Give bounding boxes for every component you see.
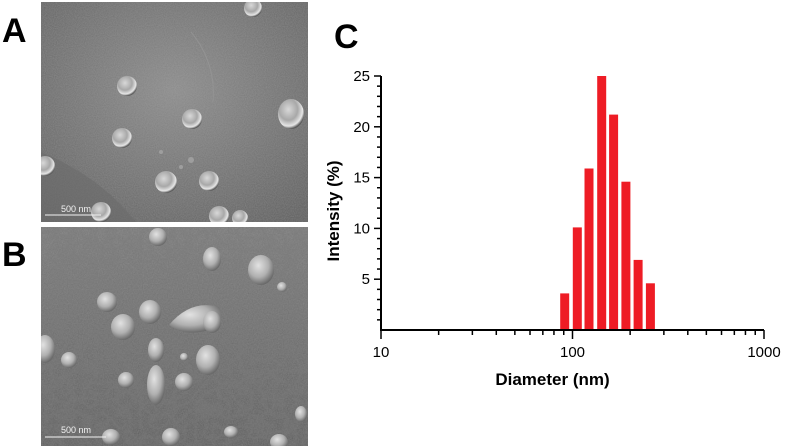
scale-bar-label-b: 500 nm (61, 425, 91, 435)
y-tick-label: 5 (362, 271, 370, 288)
x-tick-label: 1000 (747, 344, 780, 361)
x-axis-title: Diameter (nm) (495, 370, 609, 389)
sem-image-a: 500 nm (41, 2, 308, 222)
sem-particles-b (41, 228, 307, 446)
sem-image-b: 500 nm (41, 227, 308, 446)
bar (645, 283, 655, 330)
y-tick-label: 15 (353, 170, 370, 187)
axes-group (374, 75, 765, 339)
panel-label-c: C (334, 18, 359, 56)
y-tick-label: 25 (353, 68, 370, 85)
bar (572, 227, 582, 330)
bar (609, 114, 619, 330)
y-tick-label: 20 (353, 119, 370, 136)
bar (584, 168, 594, 330)
sem-image-a-graphic: 500 nm (41, 2, 308, 222)
x-tick-label: 100 (560, 344, 585, 361)
tick-labels-group: 5 10 15 20 25 10 100 1000 (353, 68, 780, 361)
y-tick-label: 10 (353, 220, 370, 237)
y-axis-title: Intensity (%) (326, 160, 343, 261)
bars-group (560, 76, 655, 330)
bar (621, 181, 631, 330)
x-tick-label: 10 (373, 344, 390, 361)
bar (560, 293, 570, 330)
sem-particles-a (41, 2, 304, 222)
panel-label-b: B (2, 236, 27, 274)
size-distribution-chart: 5 10 15 20 25 10 100 1000 Diameter (nm) Intensi… (326, 68, 781, 389)
scale-bar-label-a: 500 nm (61, 204, 91, 214)
sem-image-b-graphic: 500 nm (41, 227, 308, 446)
bar (597, 76, 607, 330)
bar (633, 259, 643, 330)
panel-label-a: A (2, 12, 27, 50)
